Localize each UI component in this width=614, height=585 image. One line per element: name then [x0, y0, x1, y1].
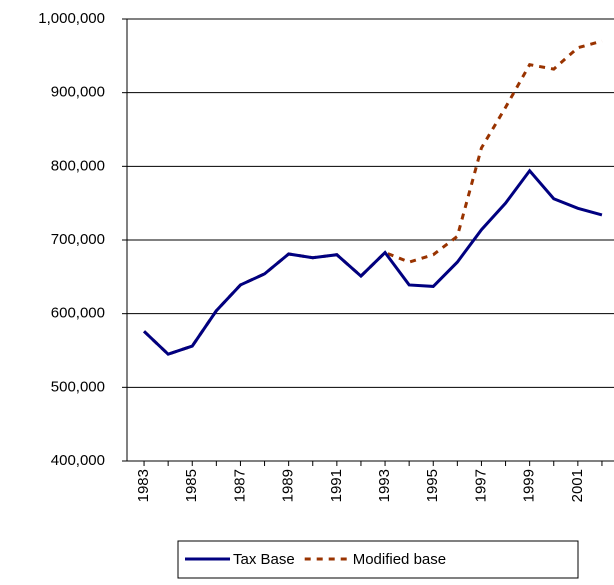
y-tick-label: 600,000: [51, 305, 105, 322]
x-tick-label: 1999: [521, 469, 538, 502]
x-tick-label: 1987: [231, 469, 248, 502]
line-series: [143, 168, 603, 356]
legend-box: [177, 540, 579, 579]
y-tick-label: 900,000: [51, 84, 105, 101]
y-tick-label: 1,000,000: [38, 10, 105, 27]
x-tick-label: 1991: [328, 469, 345, 502]
x-tick-label: 1997: [472, 469, 489, 502]
x-tick-label: 1985: [183, 469, 200, 502]
y-tick-label: 800,000: [51, 157, 105, 174]
y-tick-label: 500,000: [51, 378, 105, 395]
x-tick-label: 1995: [424, 469, 441, 502]
x-tick-label: 1983: [135, 469, 152, 502]
y-tick-label: 400,000: [51, 452, 105, 469]
x-tick-label: 2001: [569, 469, 586, 502]
x-tick-label: 1993: [376, 469, 393, 502]
y-tick-label: 700,000: [51, 231, 105, 248]
legend-label: Modified base: [353, 551, 446, 568]
x-tick-label: 1989: [280, 469, 297, 502]
line-series: [143, 39, 603, 356]
legend-label: Tax Base: [233, 551, 295, 568]
